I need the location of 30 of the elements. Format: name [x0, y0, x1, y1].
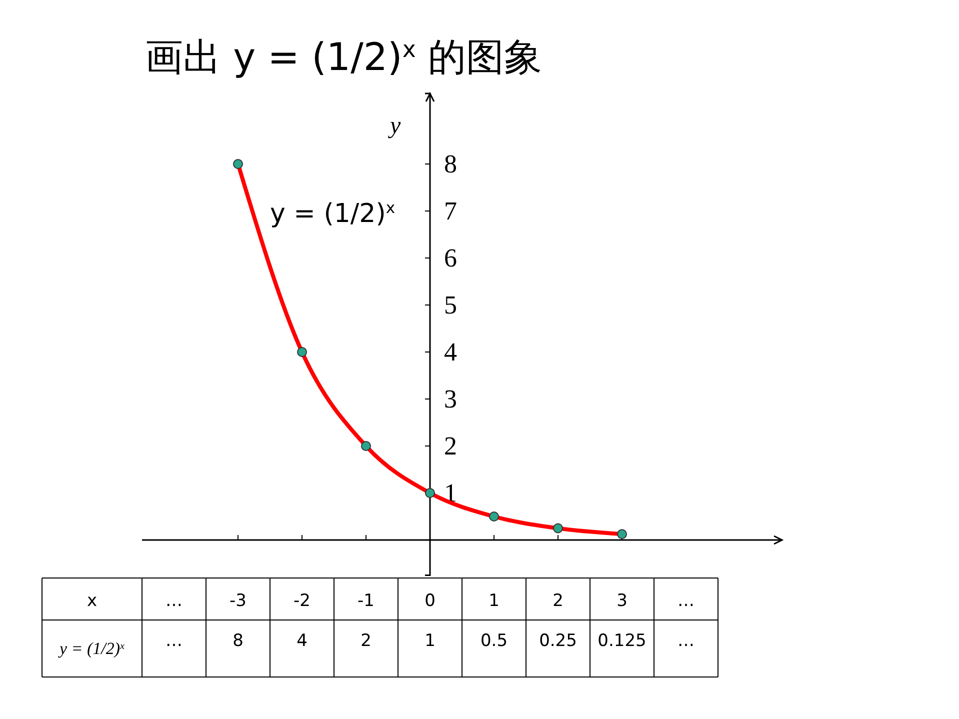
data-label: 4: [296, 631, 308, 651]
x-tick-label: -3: [230, 591, 246, 611]
x-axis-title: x: [86, 591, 98, 611]
y-tick-label: 5: [444, 290, 457, 320]
data-label: 0.125: [598, 631, 646, 651]
text: …: [166, 591, 182, 611]
x-tick-label: -1: [358, 591, 374, 611]
data-label: 8: [232, 631, 244, 651]
data-label: 1: [424, 631, 436, 651]
data-label: 0.25: [539, 631, 577, 651]
y-tick-label: 2: [444, 431, 457, 460]
text: …: [678, 631, 694, 651]
y-tick-label: 7: [444, 196, 457, 226]
y-tick-label: 6: [444, 243, 457, 272]
annotation: y = (1/2)$^{x}$: [270, 199, 396, 229]
text: …: [678, 591, 694, 611]
x-tick-label: 1: [488, 591, 500, 611]
y-tick-label: 8: [444, 149, 457, 178]
y-axis-title: y: [388, 113, 401, 139]
text: …: [166, 631, 182, 651]
text: y = (1/2)$^{x}$: [57, 639, 126, 658]
y-tick-label: 4: [444, 337, 457, 366]
x-tick-label: 2: [552, 591, 564, 611]
data-label: 2: [360, 631, 372, 651]
y-tick-label: 3: [444, 384, 457, 414]
x-tick-label: 3: [616, 591, 628, 611]
chart-title: 画出 y = (1/2)$^{x}$ 的图象: [145, 35, 542, 79]
x-tick-label: -2: [294, 591, 310, 611]
x-tick-label: 0: [424, 591, 436, 611]
data-label: 0.5: [480, 631, 508, 651]
